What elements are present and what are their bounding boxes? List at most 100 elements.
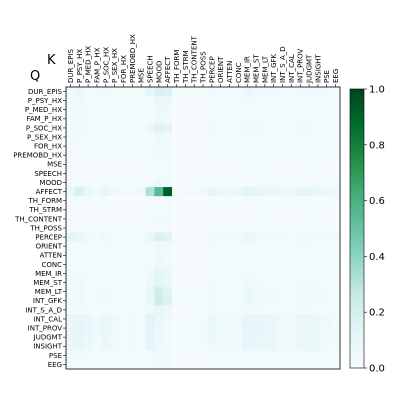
heatmap-cell — [127, 296, 138, 306]
heatmap-cell — [110, 314, 120, 324]
heatmap-cell — [251, 114, 261, 124]
heatmap-cell — [101, 314, 111, 324]
heatmap-cell — [304, 305, 314, 315]
heatmap-cell — [74, 232, 84, 242]
heatmap-cell — [127, 278, 138, 288]
heatmap-cell — [233, 187, 244, 197]
heatmap-cell — [242, 159, 252, 170]
heatmap-cell — [154, 87, 164, 97]
heatmap-cell — [225, 350, 235, 361]
x-tick-label: INT_S_A_D — [279, 46, 287, 83]
heatmap-cell — [198, 96, 208, 106]
heatmap-cell — [304, 87, 314, 97]
heatmap-cell — [101, 259, 111, 270]
heatmap-cell — [66, 87, 76, 97]
heatmap-cell — [66, 359, 76, 370]
heatmap-cell — [242, 287, 252, 297]
heatmap-cell — [145, 259, 155, 270]
heatmap-cell — [233, 114, 244, 124]
heatmap-cell — [136, 232, 146, 242]
heatmap-cell — [83, 150, 93, 161]
heatmap-cell — [119, 114, 129, 124]
heatmap-cell — [251, 132, 261, 142]
heatmap-cell — [242, 332, 252, 343]
x-tick-label: P_MED_HX — [85, 46, 93, 83]
heatmap-cell — [295, 350, 305, 361]
heatmap-cell — [242, 214, 252, 224]
colorbar-tick-label: 0.8 — [369, 140, 385, 151]
heatmap-cell — [83, 177, 93, 188]
heatmap-cell — [233, 241, 244, 252]
heatmap-cell — [225, 205, 235, 215]
heatmap-cell — [83, 278, 93, 288]
heatmap-cell — [269, 114, 279, 124]
heatmap-cell — [322, 359, 332, 370]
heatmap-cell — [331, 250, 341, 261]
heatmap-cell — [322, 268, 332, 279]
heatmap-cell — [172, 168, 182, 179]
heatmap-cell — [180, 350, 191, 361]
heatmap-cell — [313, 359, 323, 370]
heatmap-cell — [233, 223, 244, 233]
x-tick-label: JUDGMT — [306, 54, 314, 84]
heatmap-cell — [225, 223, 235, 233]
heatmap-cell — [269, 305, 279, 315]
heatmap-cell — [189, 87, 199, 97]
heatmap-cell — [198, 105, 208, 115]
heatmap-cell — [145, 105, 155, 115]
heatmap-cell — [295, 114, 305, 124]
colorbar-tick-label: 0.4 — [369, 252, 385, 263]
heatmap-cell — [295, 187, 305, 197]
heatmap-cell — [242, 223, 252, 233]
heatmap-cell — [180, 105, 191, 115]
heatmap-cell — [295, 159, 305, 170]
heatmap-cell — [198, 123, 208, 133]
heatmap-cell — [251, 205, 261, 215]
heatmap-cell — [286, 241, 297, 252]
heatmap-cell — [92, 287, 102, 297]
heatmap-cell — [251, 314, 261, 324]
heatmap-cell — [304, 150, 314, 161]
heatmap-cell — [198, 223, 208, 233]
heatmap-cell — [154, 268, 164, 279]
y-tick-label: P_SEX_HX — [27, 133, 62, 141]
heatmap-cell — [180, 259, 191, 270]
heatmap-cell — [110, 296, 120, 306]
heatmap-cell — [180, 123, 191, 133]
heatmap-cell — [198, 168, 208, 179]
heatmap-cell — [278, 268, 288, 279]
heatmap-cell — [295, 287, 305, 297]
heatmap-cell — [119, 332, 129, 343]
heatmap-cell — [119, 323, 129, 333]
heatmap-cell — [172, 305, 182, 315]
heatmap-cell — [304, 278, 314, 288]
x-tick-label: MEM_IR — [244, 56, 252, 83]
heatmap-cell — [145, 123, 155, 133]
heatmap-cell — [180, 278, 191, 288]
heatmap-cell — [180, 87, 191, 97]
heatmap-cell — [163, 132, 173, 142]
heatmap-cell — [242, 105, 252, 115]
heatmap-cell — [233, 159, 244, 170]
heatmap-cell — [119, 305, 129, 315]
heatmap-cell — [92, 150, 102, 161]
heatmap-cell — [304, 168, 314, 179]
heatmap-cell — [251, 214, 261, 224]
heatmap-cell — [260, 341, 270, 352]
heatmap-cell — [313, 114, 323, 124]
heatmap-cell — [295, 96, 305, 106]
heatmap-cell — [295, 314, 305, 324]
heatmap-cell — [269, 87, 279, 97]
y-tick-label: TH_STRM — [28, 206, 62, 214]
heatmap-cell — [207, 177, 217, 188]
heatmap-cell — [313, 123, 323, 133]
heatmap-cell — [313, 296, 323, 306]
heatmap-cell — [145, 296, 155, 306]
heatmap-cell — [110, 268, 120, 279]
heatmap-cell — [331, 214, 341, 224]
x-tick-label: P_PSY_HX — [76, 49, 84, 83]
heatmap-cell — [331, 96, 341, 106]
heatmap-cell — [207, 205, 217, 215]
heatmap-cell — [110, 241, 120, 252]
heatmap-cell — [127, 168, 138, 179]
